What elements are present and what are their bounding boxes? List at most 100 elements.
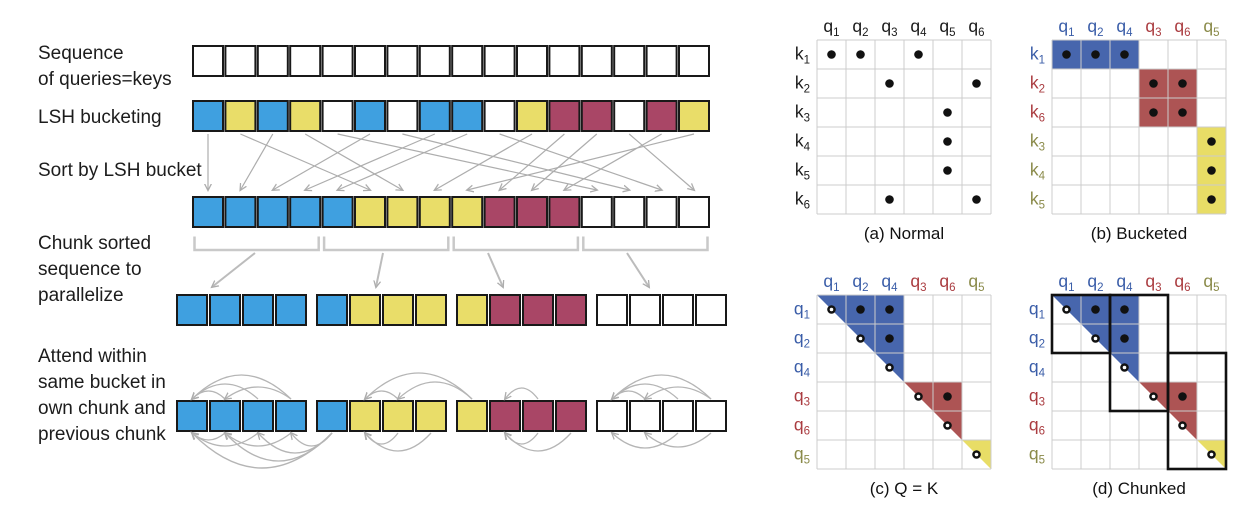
attention-dot <box>856 305 865 314</box>
matrix-row-label: q2 <box>1029 328 1045 351</box>
matrix-col-label: q2 <box>1087 16 1103 39</box>
attend-square <box>629 400 661 432</box>
attend-square <box>695 400 727 432</box>
matrix-col-label: q1 <box>1058 16 1074 39</box>
attention-arc-below <box>645 433 712 448</box>
matrix-row-label: q6 <box>794 415 810 438</box>
matrix-row-label: q4 <box>794 357 811 380</box>
label-sequence-of-queries: Sequence of queries=keys <box>38 43 172 90</box>
attention-dot-center <box>1180 423 1185 428</box>
attention-arc-above <box>612 374 712 399</box>
attention-arc-below <box>505 433 572 452</box>
attention-matrix: q1 q2 q3 q4 q5 q6 k1 k2 k3 k4 k5 k6 (a) Normal <box>795 16 992 243</box>
chunk-bracket <box>582 236 709 252</box>
sequence-square <box>354 45 386 77</box>
attention-arc-below <box>612 433 679 449</box>
chunked-square <box>242 294 274 326</box>
matrix-caption: (d) Chunked <box>1092 479 1186 498</box>
chunk-arrow <box>212 252 256 287</box>
attention-arc-above <box>612 383 679 399</box>
matrix-row-label: q3 <box>794 386 810 409</box>
matrix-row-label: q1 <box>1029 299 1045 322</box>
attention-arc-above <box>398 381 473 399</box>
matrix-row-label: k6 <box>795 189 810 212</box>
sequence-square <box>418 45 451 77</box>
attention-dot <box>885 334 894 343</box>
chunk-arrow <box>376 252 384 287</box>
sorted-square <box>289 196 322 228</box>
matrix-col-label: q6 <box>968 16 984 39</box>
attention-dot-center <box>1122 365 1127 370</box>
matrix-row-label: k2 <box>1030 73 1045 96</box>
matrix-col-label: q4 <box>1116 271 1133 294</box>
sequence-square <box>678 45 710 77</box>
bucketed-square <box>224 100 257 132</box>
bucketed-square <box>678 100 710 132</box>
attention-dot <box>943 392 952 401</box>
attention-dot-center <box>887 365 892 370</box>
chunked-square <box>209 294 241 326</box>
attention-arc-below <box>192 433 333 469</box>
attention-dot <box>1207 195 1216 204</box>
sort-arrow <box>338 133 468 190</box>
bucketed-square <box>483 100 516 132</box>
sorted-square <box>613 196 646 228</box>
attention-dot <box>827 50 836 59</box>
attend-square <box>176 400 208 432</box>
label-chunk-sorted: Chunk sorted sequence to parallelize <box>38 233 152 306</box>
attention-dot <box>1149 108 1158 117</box>
chunked-square <box>275 294 307 326</box>
sort-arrow <box>500 133 565 190</box>
matrix-row-label: q4 <box>1029 357 1046 380</box>
sequence-square <box>451 45 484 77</box>
matrix-col-label: q1 <box>1058 271 1074 294</box>
attention-matrix: q1 q2 q4 q3 q6 q5 q1 q2 q4 q3 q6 q5 (c) Q = K <box>794 271 992 498</box>
bucketed-square <box>386 100 419 132</box>
attend-square <box>275 400 307 432</box>
matrix-caption: (c) Q = K <box>870 479 939 498</box>
matrix-col-label: q4 <box>910 16 927 39</box>
attention-dot <box>885 79 894 88</box>
attend-square <box>456 400 488 432</box>
attention-arc-below <box>365 433 432 452</box>
chunked-square <box>596 294 628 326</box>
attention-dot-center <box>858 336 863 341</box>
matrix-row-label: k1 <box>1030 44 1045 67</box>
matrix-row-label: k3 <box>1030 131 1045 154</box>
matrix-col-label: q3 <box>910 271 926 294</box>
attend-square <box>209 400 241 432</box>
sequence-square <box>516 45 548 77</box>
attention-arc-above <box>225 386 292 399</box>
sequence-square <box>224 45 257 77</box>
chunked-square <box>629 294 661 326</box>
attention-dot <box>1207 137 1216 146</box>
attention-dot <box>885 195 894 204</box>
attention-dot-center <box>974 452 979 457</box>
attend-square <box>662 400 694 432</box>
sort-arrow <box>273 133 371 190</box>
sort-arrow <box>305 133 436 190</box>
attend-square <box>555 400 587 432</box>
sort-arrow <box>467 133 695 190</box>
sequence-square <box>613 45 646 77</box>
attention-dot-center <box>1151 394 1156 399</box>
attention-dot-center <box>1093 336 1098 341</box>
sequence-square <box>645 45 678 77</box>
attention-arc-above <box>645 386 712 399</box>
matrix-row-label: q6 <box>1029 415 1045 438</box>
attention-dot-center <box>945 423 950 428</box>
matrix-row-label: q5 <box>794 444 810 467</box>
matrix-row-label: k1 <box>795 44 810 67</box>
sequence-square <box>192 45 224 77</box>
matrix-col-label: q5 <box>939 16 955 39</box>
chunked-square <box>382 294 414 326</box>
matrix-row-label: k4 <box>795 131 811 154</box>
chunked-square <box>555 294 587 326</box>
sorted-square <box>516 196 548 228</box>
matrix-col-label: q6 <box>1174 16 1190 39</box>
sequence-square <box>256 45 289 77</box>
sequence-square <box>580 45 613 77</box>
attention-arc-above <box>192 383 259 399</box>
bucketed-square <box>354 100 386 132</box>
